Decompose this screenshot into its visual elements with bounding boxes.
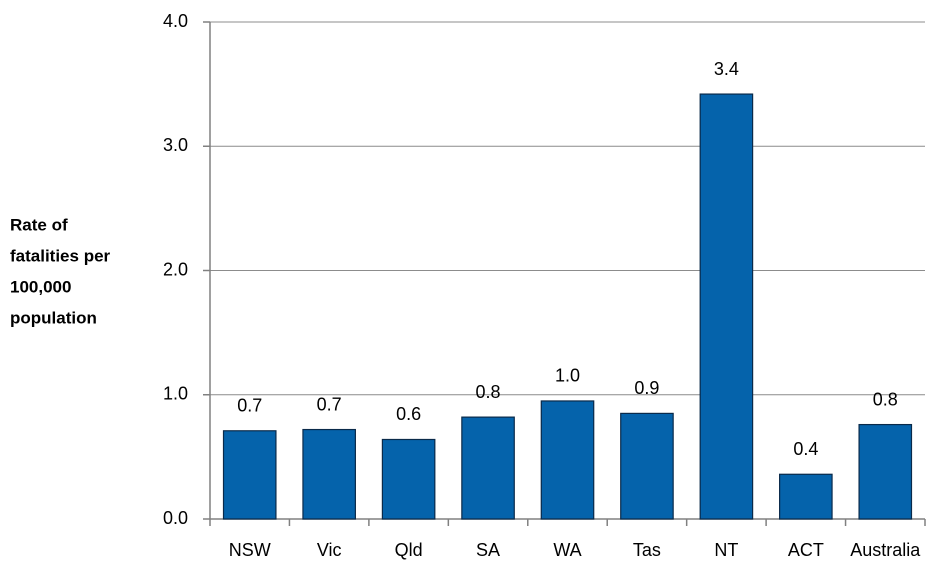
x-tick-label: NSW <box>229 540 271 560</box>
x-tick-label: NT <box>714 540 738 560</box>
value-label: 0.9 <box>634 378 659 398</box>
x-tick-label: SA <box>476 540 500 560</box>
value-label: 0.7 <box>317 394 342 414</box>
x-tick-label: WA <box>553 540 581 560</box>
y-tick-label: 0.0 <box>163 508 188 528</box>
value-label: 1.0 <box>555 366 580 386</box>
y-tick-label: 4.0 <box>163 11 188 31</box>
bar <box>302 428 356 520</box>
y-tick-label: 3.0 <box>163 135 188 155</box>
y-axis-label: 100,000 <box>10 277 71 296</box>
y-axis-label: Rate of <box>10 215 68 234</box>
y-axis-label: fatalities per <box>10 246 111 265</box>
x-tick-label: Vic <box>317 540 342 560</box>
x-tick-label: Tas <box>633 540 661 560</box>
x-tick-label: Australia <box>850 540 921 560</box>
bar <box>779 473 833 520</box>
value-label: 0.8 <box>476 382 501 402</box>
bar <box>461 416 515 520</box>
y-axis-label: population <box>10 308 97 327</box>
y-tick-label: 2.0 <box>163 259 188 279</box>
x-tick-label: ACT <box>788 540 824 560</box>
bar <box>381 438 436 520</box>
x-tick-label: Qld <box>395 540 423 560</box>
value-label: 0.8 <box>873 389 898 409</box>
bar <box>620 412 674 520</box>
value-label: 0.6 <box>396 404 421 424</box>
bar <box>699 93 754 520</box>
value-label: 3.4 <box>714 59 739 79</box>
bar <box>540 400 595 520</box>
bar <box>858 423 913 520</box>
value-label: 0.4 <box>793 439 818 459</box>
value-label: 0.7 <box>237 396 262 416</box>
y-tick-label: 1.0 <box>163 384 188 404</box>
bar <box>222 430 277 520</box>
